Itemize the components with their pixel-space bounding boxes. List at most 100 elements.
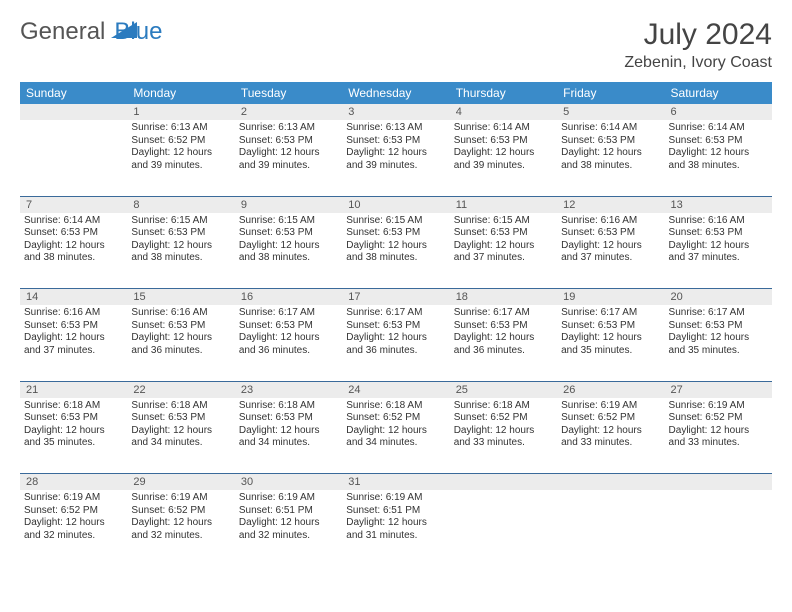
sunrise-line: Sunrise: 6:19 AM	[131, 492, 230, 505]
sunrise-line: Sunrise: 6:16 AM	[669, 215, 768, 228]
day-cell	[665, 490, 772, 566]
sunset-line: Sunset: 6:53 PM	[24, 227, 123, 240]
day-number: 12	[557, 196, 664, 213]
weekday-header: Sunday	[20, 82, 127, 104]
weekday-header: Wednesday	[342, 82, 449, 104]
day-number: 5	[557, 104, 664, 120]
month-title: July 2024	[624, 18, 772, 52]
day-number	[665, 474, 772, 491]
day-cell: Sunrise: 6:15 AMSunset: 6:53 PMDaylight:…	[342, 213, 449, 289]
day-number: 3	[342, 104, 449, 120]
sunrise-line: Sunrise: 6:15 AM	[454, 215, 553, 228]
sunrise-line: Sunrise: 6:15 AM	[346, 215, 445, 228]
day-number-row: 21222324252627	[20, 381, 772, 398]
sunset-line: Sunset: 6:53 PM	[561, 135, 660, 148]
day-cell: Sunrise: 6:15 AMSunset: 6:53 PMDaylight:…	[235, 213, 342, 289]
day-details-row: Sunrise: 6:18 AM Sunset: 6:53 PM Daylight:…	[20, 398, 772, 474]
day-cell: Sunrise: 6:17 AMSunset: 6:53 PMDaylight:…	[665, 305, 772, 381]
sunset-line: Sunset: 6:53 PM	[454, 320, 553, 333]
sunset-line: Sunset: 6:53 PM	[346, 320, 445, 333]
daylight-line: Daylight: 12 hours and 31 minutes.	[346, 517, 445, 542]
sunrise-line: Sunrise: 6:19 AM	[24, 492, 123, 505]
day-number: 14	[20, 289, 127, 306]
sunset-line: Sunset: 6:53 PM	[24, 320, 123, 333]
day-cell: Sunrise: 6:14 AMSunset: 6:53 PMDaylight:…	[20, 213, 127, 289]
sunrise-line: Sunrise: 6:19 AM	[346, 492, 445, 505]
weekday-header: Tuesday	[235, 82, 342, 104]
daylight-line: Daylight: 12 hours and 33 minutes.	[561, 425, 660, 450]
sunset-line: Sunset: 6:52 PM	[669, 412, 768, 425]
day-number: 29	[127, 474, 234, 491]
sunset-line: Sunset: 6:52 PM	[24, 505, 123, 518]
day-number-row: 14151617181920	[20, 289, 772, 306]
day-cell: Sunrise: 6:16 AMSunset: 6:53 PMDaylight:…	[557, 213, 664, 289]
sunrise-line: Sunrise: 6:14 AM	[454, 122, 553, 135]
sunrise-line: Sunrise: 6:17 AM	[454, 307, 553, 320]
day-number	[450, 474, 557, 491]
sunrise-line: Sunrise: 6:16 AM	[24, 307, 123, 320]
day-cell: Sunrise: 6:19 AMSunset: 6:52 PMDaylight:…	[665, 398, 772, 474]
daylight-line: Daylight: 12 hours and 37 minutes.	[561, 240, 660, 265]
day-number: 2	[235, 104, 342, 120]
daylight-line: Daylight: 12 hours and 33 minutes.	[454, 425, 553, 450]
sunset-line: Sunset: 6:53 PM	[669, 135, 768, 148]
sunset-line: Sunset: 6:53 PM	[131, 227, 230, 240]
sunrise-line: Sunrise: 6:18 AM	[346, 400, 445, 413]
daylight-line: Daylight: 12 hours and 35 minutes.	[669, 332, 768, 357]
day-cell: Sunrise: 6:16 AMSunset: 6:53 PMDaylight:…	[20, 305, 127, 381]
day-cell: Sunrise: 6:17 AMSunset: 6:53 PMDaylight:…	[342, 305, 449, 381]
sunset-line: Sunset: 6:53 PM	[346, 135, 445, 148]
daylight-line: Daylight: 12 hours and 36 minutes.	[239, 332, 338, 357]
day-details-row: Sunrise: 6:16 AMSunset: 6:53 PMDaylight:…	[20, 305, 772, 381]
daylight-line: Daylight: 12 hours and 36 minutes.	[454, 332, 553, 357]
day-number: 27	[665, 381, 772, 398]
day-details-row: Sunrise: 6:13 AMSunset: 6:52 PMDaylight:…	[20, 120, 772, 196]
day-number: 31	[342, 474, 449, 491]
day-cell	[450, 490, 557, 566]
day-cell: Sunrise: 6:14 AMSunset: 6:53 PMDaylight:…	[450, 120, 557, 196]
sunrise-line: Sunrise: 6:13 AM	[131, 122, 230, 135]
day-cell: Sunrise: 6:19 AMSunset: 6:52 PMDaylight:…	[557, 398, 664, 474]
sunrise-line: Sunrise: 6:19 AM	[561, 400, 660, 413]
day-cell: Sunrise: 6:17 AMSunset: 6:53 PMDaylight:…	[235, 305, 342, 381]
sunset-line: Sunset: 6:53 PM	[24, 412, 123, 425]
day-number: 15	[127, 289, 234, 306]
sunrise-line: Sunrise: 6:14 AM	[669, 122, 768, 135]
sunset-line: Sunset: 6:53 PM	[454, 135, 553, 148]
day-cell: Sunrise: 6:19 AMSunset: 6:52 PMDaylight:…	[127, 490, 234, 566]
day-number: 1	[127, 104, 234, 120]
sunrise-line: Sunrise: 6:16 AM	[131, 307, 230, 320]
sunset-line: Sunset: 6:52 PM	[131, 135, 230, 148]
calendar-table: Sunday Monday Tuesday Wednesday Thursday…	[20, 82, 772, 566]
day-number: 24	[342, 381, 449, 398]
day-number-row: 123456	[20, 104, 772, 120]
day-number: 19	[557, 289, 664, 306]
day-number: 4	[450, 104, 557, 120]
sunset-line: Sunset: 6:53 PM	[454, 227, 553, 240]
day-number	[557, 474, 664, 491]
sunrise-line: Sunrise: 6:17 AM	[239, 307, 338, 320]
sunset-line: Sunset: 6:53 PM	[346, 227, 445, 240]
daylight-line: Daylight: 12 hours and 34 minutes.	[131, 425, 230, 450]
daylight-line: Daylight: 12 hours and 37 minutes.	[454, 240, 553, 265]
day-number: 28	[20, 474, 127, 491]
daylight-line: Daylight: 12 hours and 32 minutes.	[24, 517, 123, 542]
sunrise-line: Sunrise: 6:16 AM	[561, 215, 660, 228]
sunrise-line: Sunrise: 6:17 AM	[561, 307, 660, 320]
daylight-line: Daylight: 12 hours and 38 minutes.	[131, 240, 230, 265]
day-cell	[20, 120, 127, 196]
day-number: 20	[665, 289, 772, 306]
day-cell	[557, 490, 664, 566]
day-number: 6	[665, 104, 772, 120]
sunset-line: Sunset: 6:51 PM	[239, 505, 338, 518]
daylight-line: Daylight: 12 hours and 38 minutes.	[561, 147, 660, 172]
sunset-line: Sunset: 6:53 PM	[669, 227, 768, 240]
day-number: 30	[235, 474, 342, 491]
weekday-header: Saturday	[665, 82, 772, 104]
day-number: 25	[450, 381, 557, 398]
daylight-line: Daylight: 12 hours and 39 minutes.	[131, 147, 230, 172]
sunset-line: Sunset: 6:53 PM	[561, 320, 660, 333]
day-cell: Sunrise: 6:19 AMSunset: 6:52 PMDaylight:…	[20, 490, 127, 566]
day-cell: Sunrise: 6:18 AMSunset: 6:52 PMDaylight:…	[450, 398, 557, 474]
sunrise-line: Sunrise: 6:19 AM	[239, 492, 338, 505]
